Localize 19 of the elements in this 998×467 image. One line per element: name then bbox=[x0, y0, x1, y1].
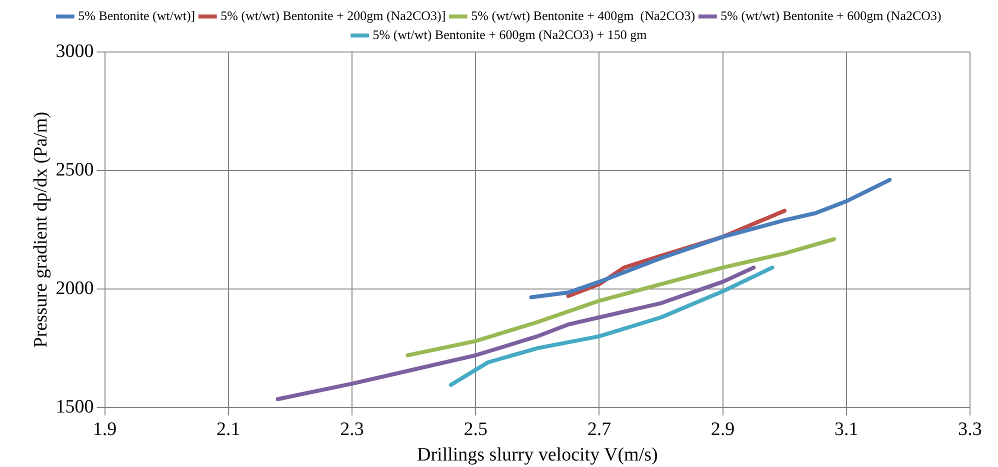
legend-label: 5% (wt/wt) Bentonite + 400gm (Na2CO3) bbox=[471, 8, 696, 23]
legend-label: 5% (wt/wt) Bentonite + 600gm (Na2CO3) + 150 gm bbox=[372, 26, 647, 42]
x-tick-label: 2.5 bbox=[464, 418, 488, 440]
y-tick-label: 2500 bbox=[56, 159, 94, 180]
legend-label: 5% (wt/wt) Bentonite + 600gm (Na2CO3) bbox=[720, 8, 942, 23]
y-tick-label: 3000 bbox=[56, 40, 94, 62]
x-tick-label: 2.3 bbox=[340, 418, 364, 440]
y-axis-title: Pressure gradient dp/dx (Pa/m) bbox=[30, 112, 52, 348]
x-tick-label: 2.9 bbox=[710, 418, 735, 440]
legend-label: 5% (wt/wt) Bentonite + 200gm (Na2CO3)] bbox=[220, 8, 446, 23]
y-tick-label: 2000 bbox=[56, 278, 94, 299]
x-tick-label: 2.7 bbox=[587, 418, 612, 440]
y-tick-label: 1500 bbox=[56, 396, 94, 418]
x-tick-label: 1.9 bbox=[92, 418, 117, 440]
x-tick-label: 3.3 bbox=[958, 418, 982, 440]
legend-label: 5% Bentonite (wt/wt)] bbox=[78, 8, 196, 23]
x-tick-label: 2.1 bbox=[216, 418, 240, 440]
x-tick-label: 3.1 bbox=[834, 418, 858, 440]
x-axis-title: Drillings slurry velocity V(m/s) bbox=[416, 444, 658, 466]
